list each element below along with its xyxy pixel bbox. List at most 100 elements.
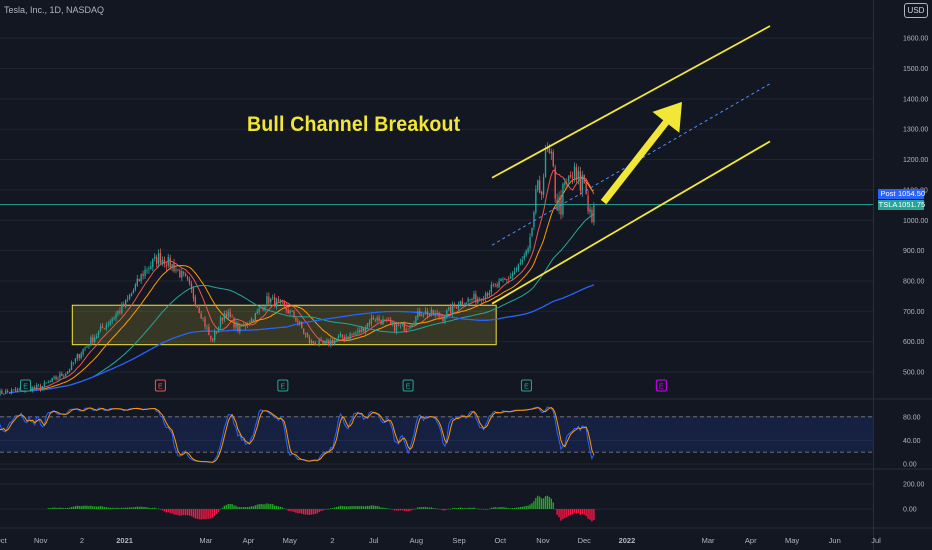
macd-bar: [161, 509, 164, 511]
macd-bar: [252, 506, 255, 509]
macd-bar: [231, 504, 233, 509]
candle-body: [99, 326, 102, 331]
macd-bar: [250, 506, 253, 509]
candle-body: [289, 310, 291, 313]
price-axis-label: 900.00: [903, 248, 925, 255]
candle-body: [130, 293, 133, 297]
macd-bar: [519, 507, 522, 509]
candle-body: [492, 284, 494, 286]
candle-body: [326, 339, 328, 342]
candle-body: [273, 297, 276, 307]
candle-body: [314, 343, 316, 346]
macd-bar: [184, 509, 187, 516]
macd-bar: [577, 509, 580, 513]
macd-bar: [260, 503, 262, 509]
macd-bar: [229, 503, 231, 509]
macd-bar: [320, 509, 322, 512]
time-axis-label: Jul: [871, 536, 881, 545]
macd-bar: [159, 509, 162, 510]
macd-bar: [357, 506, 359, 509]
macd-bar: [188, 509, 191, 516]
candle-body: [90, 337, 92, 345]
macd-bar: [442, 509, 444, 511]
macd-bar: [492, 507, 494, 509]
macd-bar: [152, 507, 154, 509]
price-axis[interactable]: 500.00600.00700.00800.00900.001000.00110…: [903, 36, 928, 514]
earnings-marker-label: E: [659, 384, 664, 391]
macd-bar: [482, 509, 485, 510]
candle-body: [322, 340, 324, 344]
candle-body: [453, 305, 456, 307]
price-axis-label: 800.00: [903, 278, 925, 285]
macd-bar: [113, 507, 115, 509]
candle-body: [405, 329, 407, 331]
macd-bar: [196, 509, 198, 519]
candle-body: [248, 323, 251, 325]
candle-body: [34, 387, 36, 389]
time-axis-label: Nov: [536, 536, 550, 545]
candle-body: [217, 326, 220, 332]
candle-body: [94, 337, 96, 342]
symbol-title[interactable]: Tesla, Inc., 1D, NASDAQ: [4, 5, 105, 15]
macd-bar: [214, 509, 216, 516]
candle-body: [101, 326, 104, 329]
macd-bar: [105, 507, 108, 509]
macd-bar: [339, 505, 342, 509]
macd-bar: [326, 508, 328, 510]
candle-body: [571, 176, 574, 178]
candle-body: [194, 297, 197, 306]
macd-bar: [97, 506, 100, 509]
candle-body: [221, 317, 224, 321]
macd-histogram-pane[interactable]: [47, 495, 595, 522]
candle-body: [297, 321, 299, 323]
candle-body: [537, 180, 539, 190]
macd-bar: [273, 505, 276, 509]
candle-body: [455, 306, 458, 309]
macd-bar: [546, 495, 549, 509]
macd-bar: [436, 508, 438, 510]
macd-bar: [291, 509, 293, 512]
candle-body: [330, 340, 332, 346]
candle-body: [482, 299, 485, 300]
candle-body: [210, 335, 212, 339]
candle-body: [157, 253, 160, 265]
macd-bar: [244, 507, 247, 509]
stochastic-pane[interactable]: [0, 406, 873, 463]
macd-bar: [451, 508, 454, 509]
macd-bar: [246, 507, 249, 509]
candle-body: [74, 358, 77, 362]
macd-bar: [146, 507, 148, 509]
macd-bar: [384, 507, 386, 509]
candle-body: [399, 324, 402, 326]
time-axis[interactable]: Oct Nov 2 2021 Mar Apr May 2 Jul Aug Sep Oct Nov Dec 2…: [0, 536, 881, 545]
macd-bar: [560, 509, 562, 521]
candle-body: [500, 278, 502, 282]
macd-bar: [415, 508, 417, 510]
candle-body: [417, 311, 419, 318]
earnings-marker-label: E: [406, 384, 411, 391]
candle-body: [138, 279, 140, 281]
currency-badge[interactable]: USD: [904, 3, 928, 18]
macd-bar: [477, 508, 479, 510]
macd-bar: [368, 505, 371, 509]
candle-body: [146, 270, 148, 272]
macd-bar: [283, 508, 286, 509]
channel-lower-line: [491, 140, 771, 305]
macd-bar: [299, 509, 301, 514]
macd-bar: [310, 509, 313, 515]
candle-body: [388, 320, 390, 321]
candle-body: [372, 317, 375, 320]
macd-bar: [301, 509, 303, 514]
candle-body: [12, 389, 15, 391]
candle-body: [5, 390, 7, 394]
macd-bar: [366, 505, 369, 509]
macd-bar: [212, 509, 214, 518]
stochastic-band: [0, 416, 873, 453]
macd-bar: [239, 506, 241, 509]
macd-bar: [521, 506, 523, 509]
candle-body: [304, 333, 307, 335]
candle-body: [546, 148, 549, 150]
candle-body: [16, 389, 19, 391]
